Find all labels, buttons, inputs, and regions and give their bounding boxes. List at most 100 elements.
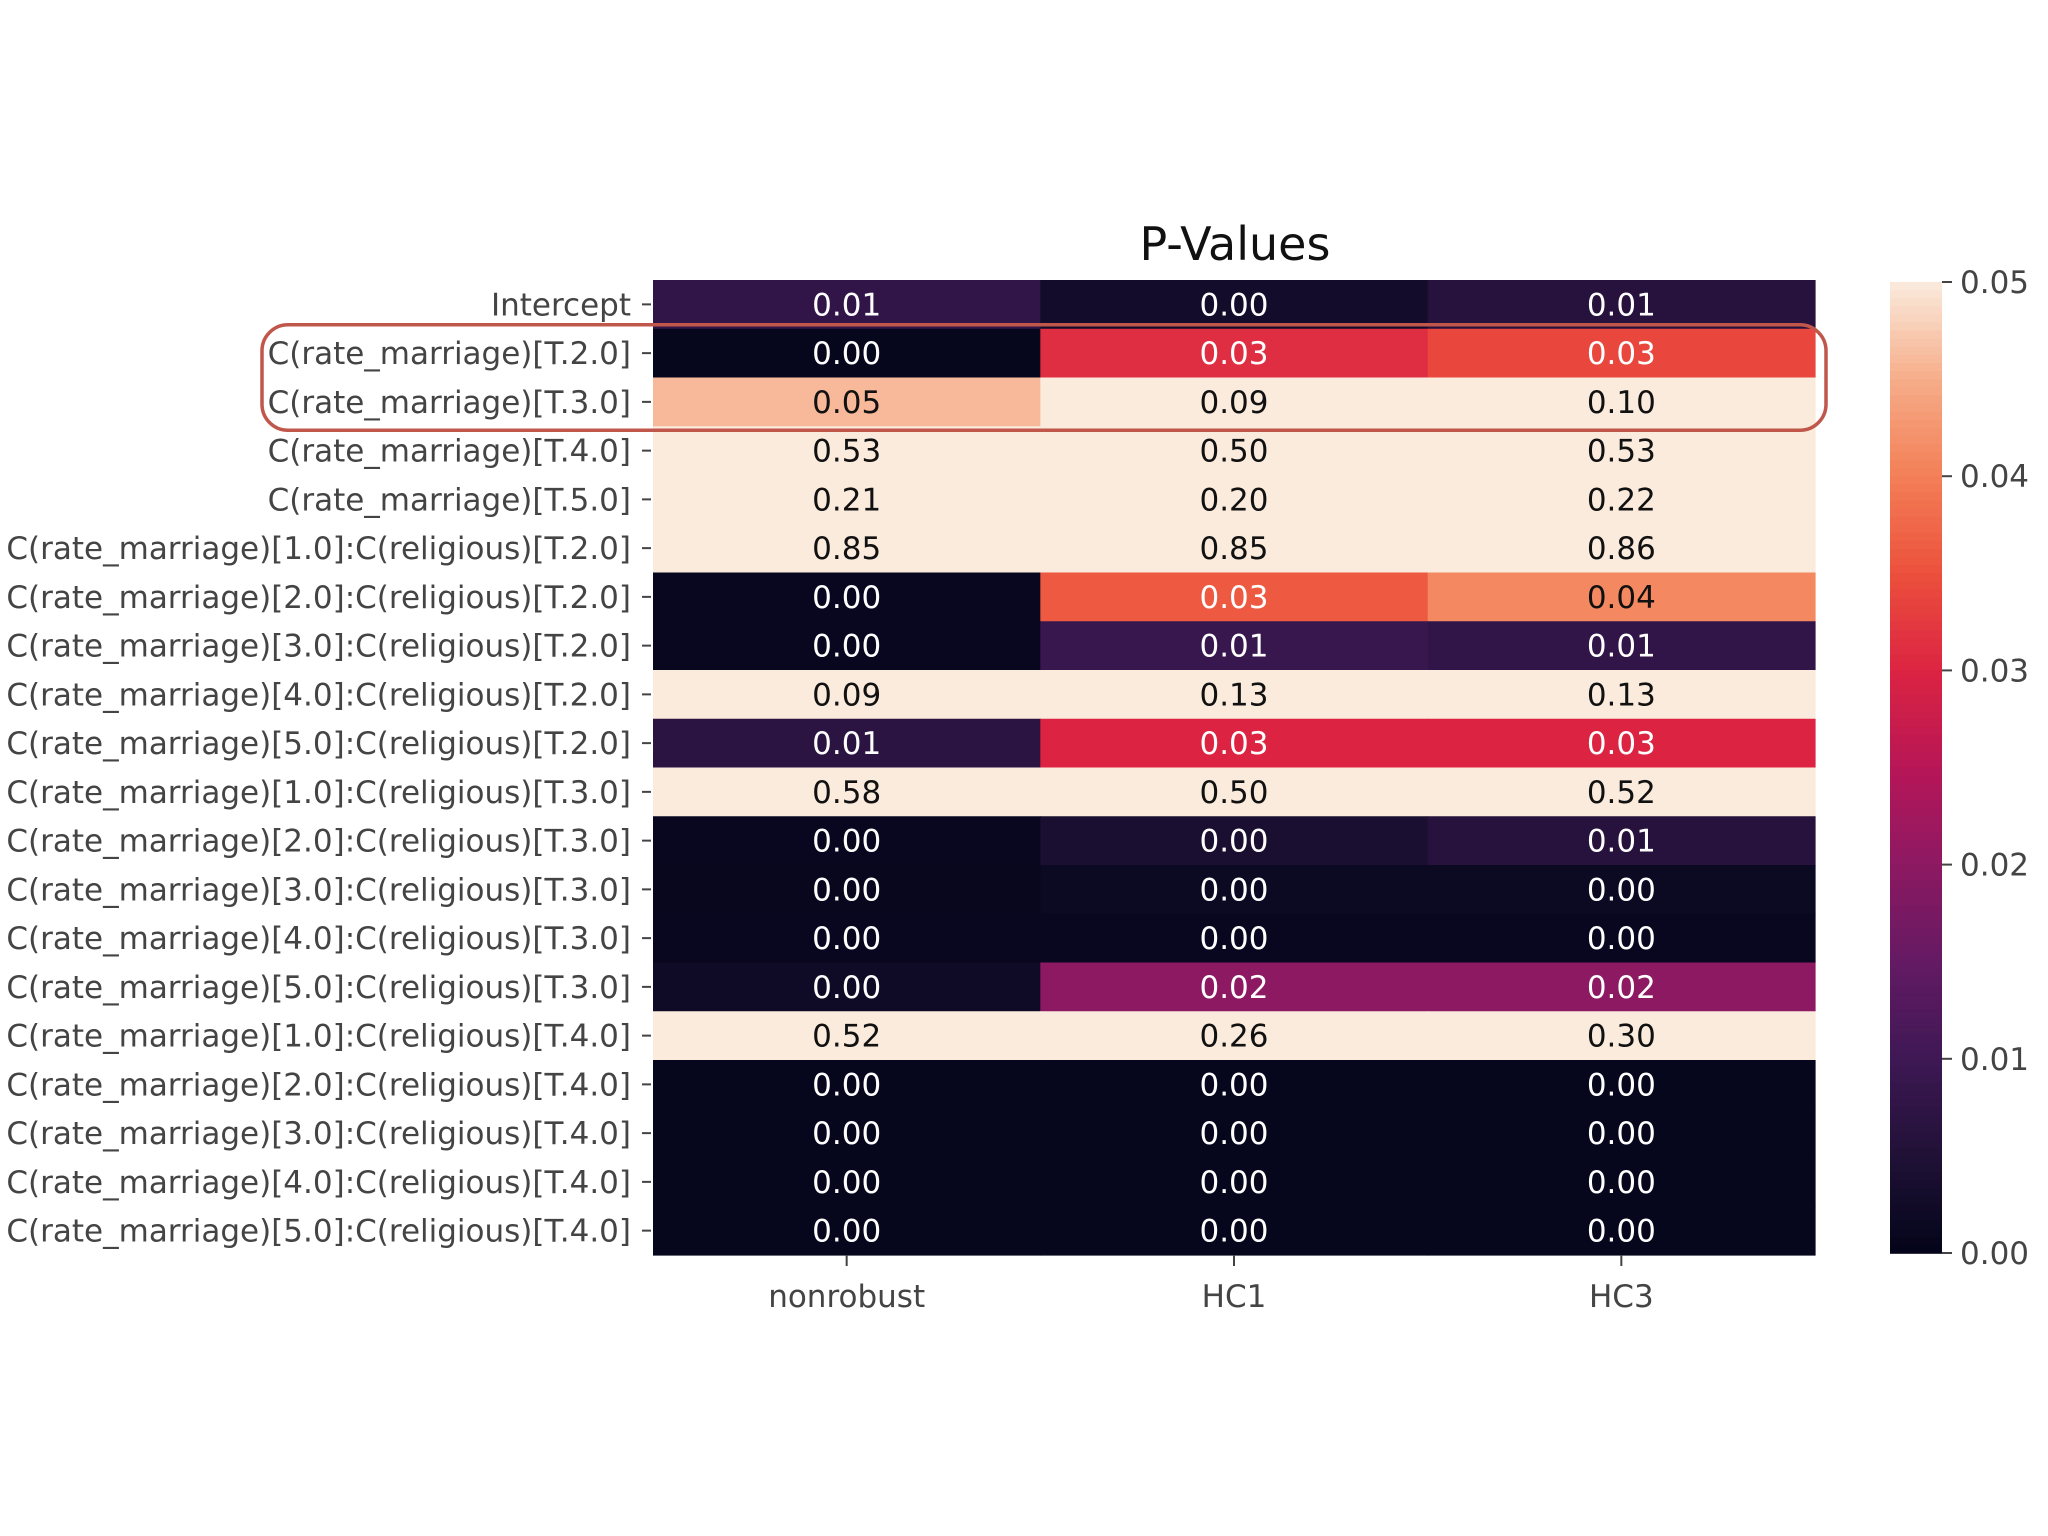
- row-label: C(rate_marriage)[T.5.0]: [268, 482, 631, 518]
- heatmap-cell: [653, 1060, 1041, 1110]
- heatmap-cell: [653, 280, 1041, 330]
- heatmap-cell: [1040, 377, 1429, 427]
- column-label: HC1: [1202, 1279, 1267, 1315]
- heatmap-cell: [1040, 280, 1429, 330]
- colorbar-segment: [1890, 985, 1942, 995]
- colorbar-segment: [1890, 629, 1942, 639]
- cell-value-label: 0.03: [1587, 726, 1656, 762]
- colorbar-segment: [1890, 1212, 1942, 1222]
- colorbar-segment: [1890, 840, 1942, 850]
- row-labels: Intercept C(rate_marriage)[T.2.0] C(rate_m…: [6, 287, 651, 1250]
- heatmap-cell: [1040, 523, 1429, 574]
- heatmap-cell: [653, 1206, 1041, 1256]
- colorbar-tick-label: 0.05: [1960, 265, 2029, 301]
- heatmap-cell: [1427, 670, 1816, 720]
- heatmap-cell: [1427, 280, 1816, 330]
- colorbar-segment: [1890, 573, 1942, 583]
- cell-value-label: 0.09: [812, 677, 881, 713]
- colorbar-segment: [1890, 1034, 1942, 1044]
- heatmap-cell: [1427, 1157, 1816, 1207]
- colorbar-segment: [1890, 508, 1942, 518]
- heatmap-cell: [1427, 816, 1816, 866]
- colorbar-segment: [1890, 403, 1942, 413]
- row-label: C(rate_marriage)[3.0]:C(religious)[T.3.0…: [6, 872, 631, 908]
- heatmap-cell: [1040, 816, 1429, 866]
- cell-value-label: 0.02: [1587, 970, 1656, 1006]
- heatmap-cell: [653, 1011, 1041, 1061]
- colorbar-segment: [1890, 371, 1942, 380]
- cell-value-label: 0.00: [1587, 921, 1656, 957]
- heatmap-cell: [1427, 718, 1816, 769]
- heatmap-cell: [1427, 913, 1816, 964]
- colorbar-segment: [1890, 282, 1942, 291]
- highlight-box: [260, 323, 1828, 432]
- heatmap-cell: [1040, 426, 1429, 476]
- chart-title: P-Values: [1140, 217, 1331, 271]
- cell-value-label: 0.01: [1587, 824, 1656, 860]
- colorbar-segment: [1890, 1042, 1942, 1052]
- colorbar-segment: [1890, 605, 1942, 615]
- colorbar-segment: [1890, 872, 1942, 882]
- colorbar-tick-label: 0.03: [1960, 653, 2029, 689]
- colorbar-segment: [1890, 638, 1942, 647]
- heatmap-cell: [653, 913, 1041, 964]
- heatmap-cell: [653, 1108, 1041, 1159]
- colorbar-segment: [1890, 338, 1942, 348]
- cell-value-label: 0.00: [812, 921, 881, 957]
- column-label: HC3: [1589, 1279, 1654, 1315]
- cell-value-label: 0.00: [812, 629, 881, 665]
- heatmap-cell-labels: 0.01 0.00 0.01 0.00 0.03 0.03 0.05 0.09 0.10 0.53…: [812, 287, 1656, 1249]
- colorbar-segment: [1890, 1139, 1942, 1149]
- heatmap-cell: [653, 718, 1041, 769]
- colorbar-segment: [1890, 549, 1942, 558]
- column-label: nonrobust: [768, 1279, 925, 1315]
- heatmap-cell: [653, 572, 1041, 622]
- colorbar-segment: [1890, 799, 1942, 809]
- cell-value-label: 0.00: [1199, 1116, 1268, 1152]
- colorbar-segment: [1890, 832, 1942, 842]
- cell-value-label: 0.58: [812, 775, 881, 811]
- cell-value-label: 0.00: [1587, 872, 1656, 908]
- colorbar-segment: [1890, 589, 1942, 599]
- cell-value-label: 0.52: [1587, 775, 1656, 811]
- cell-value-label: 0.00: [812, 1214, 881, 1250]
- colorbar-segment: [1890, 937, 1942, 947]
- heatmap-cell: [1427, 621, 1816, 671]
- colorbar-segment: [1890, 395, 1942, 405]
- heatmap-cell: [1427, 1108, 1816, 1159]
- colorbar-segment: [1890, 435, 1942, 445]
- heatmap-cell: [1427, 1060, 1816, 1110]
- cell-value-label: 0.00: [812, 1165, 881, 1201]
- cell-value-label: 0.00: [812, 824, 881, 860]
- colorbar-segment: [1890, 484, 1942, 494]
- colorbar-segment: [1890, 1107, 1942, 1117]
- heatmap-cell: [653, 865, 1041, 915]
- colorbar-segment: [1890, 678, 1942, 688]
- colorbar-segment: [1890, 1099, 1942, 1109]
- colorbar-segment: [1890, 443, 1942, 453]
- colorbar-segment: [1890, 921, 1942, 931]
- cell-value-label: 0.00: [1199, 921, 1268, 957]
- row-label: C(rate_marriage)[2.0]:C(religious)[T.4.0…: [6, 1067, 631, 1103]
- heatmap-cell: [1040, 1157, 1429, 1207]
- cell-value-label: 0.53: [1587, 434, 1656, 470]
- colorbar-segment: [1890, 306, 1942, 316]
- colorbar-segment: [1890, 411, 1942, 421]
- colorbar-segment: [1890, 354, 1942, 364]
- colorbar-segment: [1890, 994, 1942, 1003]
- colorbar-segment: [1890, 1155, 1942, 1165]
- colorbar-segment: [1890, 759, 1942, 769]
- cell-value-label: 0.00: [1199, 1214, 1268, 1250]
- colorbar-segment: [1890, 427, 1942, 437]
- colorbar-segment: [1890, 1018, 1942, 1028]
- colorbar-segment: [1890, 451, 1942, 461]
- heatmap-cell: [653, 426, 1041, 476]
- colorbar-segment: [1890, 710, 1942, 720]
- cell-value-label: 0.52: [812, 1019, 881, 1055]
- heatmap-cell: [653, 1157, 1041, 1207]
- row-label: C(rate_marriage)[5.0]:C(religious)[T.2.0…: [6, 726, 631, 762]
- heatmap-cell: [1427, 475, 1816, 525]
- row-label: C(rate_marriage)[T.2.0]: [268, 336, 631, 372]
- cell-value-label: 0.00: [1587, 1214, 1656, 1250]
